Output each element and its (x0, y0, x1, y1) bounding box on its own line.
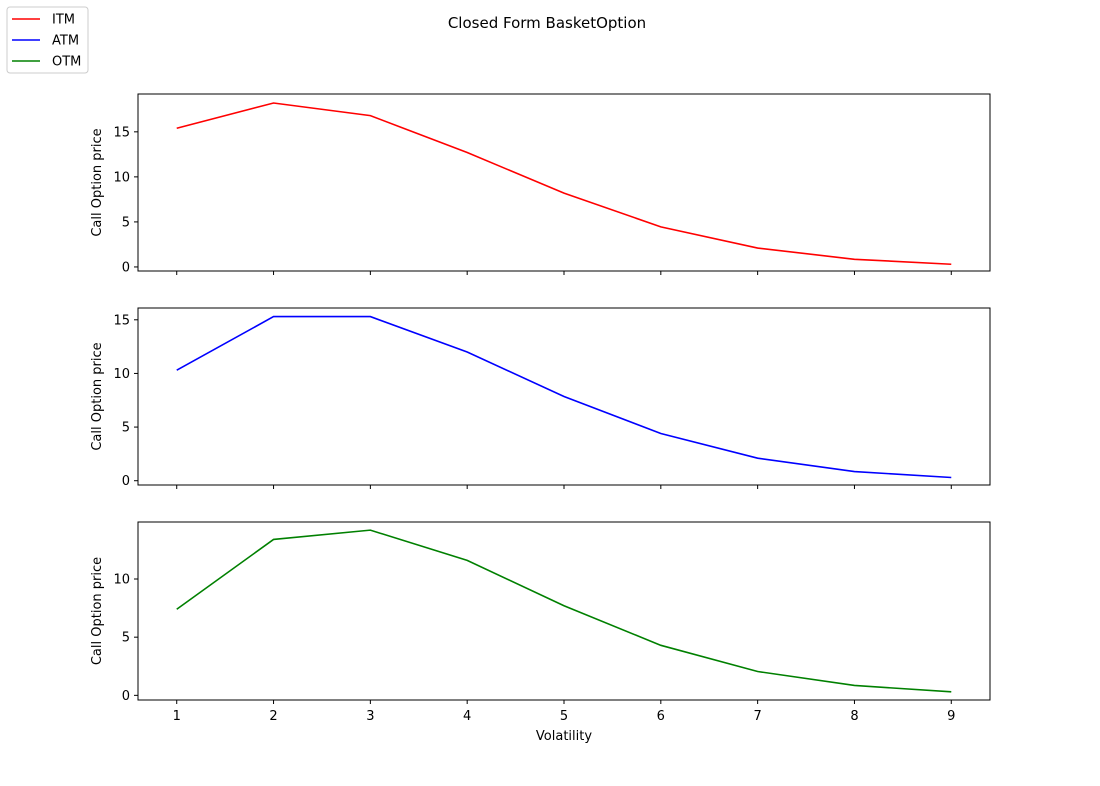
subplot-3: 0 5 10 1 2 3 4 5 6 7 8 9 Call Option price (90, 521, 991, 724)
x-tick-label: 6 (657, 709, 665, 724)
y-axis-label: Call Option price (90, 557, 105, 665)
subplot-1: 0 5 10 15 Call Option price (90, 93, 991, 275)
y-tick-label: 15 (113, 313, 130, 328)
x-tick-label: 2 (269, 709, 277, 724)
y-axis-label: Call Option price (90, 128, 105, 236)
series-line-itm (176, 102, 952, 266)
legend-box (6, 6, 89, 74)
series-line-atm (176, 315, 952, 479)
legend-label-atm: ATM (52, 34, 79, 49)
series-line-otm (176, 529, 952, 693)
x-tick-label: 4 (463, 709, 471, 724)
x-tick-label: 5 (560, 709, 568, 724)
y-axis-label: Call Option price (90, 342, 105, 450)
x-axis-label: Volatility (536, 729, 592, 744)
y-tick-label: 0 (122, 689, 130, 704)
y-tick-label: 0 (122, 260, 130, 275)
subplot-2: 0 5 10 15 Call Option price (90, 307, 991, 489)
y-tick-label: 10 (113, 573, 130, 588)
y-tick-label: 5 (122, 215, 130, 230)
x-tick-label: 9 (947, 709, 955, 724)
y-tick-label: 15 (113, 125, 130, 140)
x-tick-label: 3 (366, 709, 374, 724)
y-tick-label: 10 (113, 367, 130, 382)
y-tick-label: 5 (122, 631, 130, 646)
y-tick-label: 0 (122, 474, 130, 489)
y-tick-label: 5 (122, 421, 130, 436)
legend-label-itm: ITM (52, 13, 75, 28)
x-tick-label: 1 (173, 709, 181, 724)
legend: ITM ATM OTM (6, 6, 89, 74)
x-tick-label: 7 (753, 709, 761, 724)
x-tick-label: 8 (850, 709, 858, 724)
figure-title: Closed Form BasketOption (448, 14, 646, 32)
y-tick-label: 10 (113, 170, 130, 185)
legend-label-otm: OTM (52, 55, 81, 70)
